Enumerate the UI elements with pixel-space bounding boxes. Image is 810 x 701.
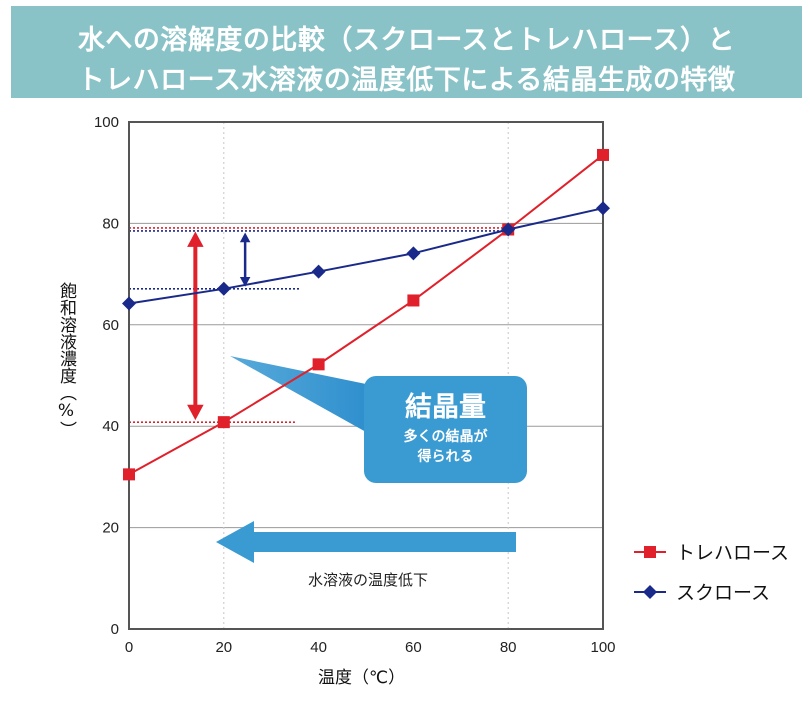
cooling-arrow-label: 水溶液の温度低下 xyxy=(308,571,428,589)
callout-box xyxy=(364,376,527,483)
series-layer xyxy=(122,148,610,481)
trehalose-point-60 xyxy=(407,294,420,307)
cooling-arrow-body xyxy=(252,532,516,552)
chart-title-line1: 水への溶解度の比較（スクロースとトレハロース）と xyxy=(77,25,736,56)
trehalose-point-40 xyxy=(312,358,325,371)
y-tick-label-20: 20 xyxy=(102,520,119,537)
x-tick-label-40: 40 xyxy=(310,639,327,656)
trehalose-crystal-arrow xyxy=(187,231,204,421)
sucrose-point-40 xyxy=(311,264,326,279)
trehalose-point-100 xyxy=(597,148,609,161)
sucrose-crystal-arrow-head-top xyxy=(239,232,251,243)
x-tick-label-80: 80 xyxy=(500,639,517,656)
y-tick-label-0: 0 xyxy=(111,621,119,638)
y-tick-label-80: 80 xyxy=(102,215,119,232)
trehalose-crystal-arrow-head-bottom xyxy=(187,404,204,421)
y-tick-label-60: 60 xyxy=(102,317,119,334)
x-tick-label-0: 0 xyxy=(125,639,133,656)
callout-sub-line2: 得られる xyxy=(417,448,474,465)
sucrose-point-0 xyxy=(122,296,136,311)
tick-labels: 0 20 40 60 80 100 0 20 40 60 80 100 xyxy=(94,114,616,656)
legend-item-sucrose: スクロース xyxy=(634,582,770,604)
trehalose-crystal-arrow-head-top xyxy=(187,231,204,247)
x-tick-label-100: 100 xyxy=(590,639,615,656)
x-tick-label-20: 20 xyxy=(215,639,232,656)
plot-frame xyxy=(128,121,604,630)
sucrose-point-100 xyxy=(596,201,610,216)
sucrose-crystal-arrow-head-bottom xyxy=(239,277,251,287)
y-tick-label-40: 40 xyxy=(102,418,119,435)
legend-sucrose-label: スクロース xyxy=(676,582,770,604)
cooling-arrow-head xyxy=(216,521,254,563)
sucrose-point-80 xyxy=(501,222,516,237)
x-axis-label: 温度（℃） xyxy=(318,668,406,688)
chart-title-line2: トレハロース水溶液の温度低下による結晶生成の特徴 xyxy=(77,65,736,96)
callout-pointer xyxy=(230,356,366,432)
legend-trehalose-marker xyxy=(644,546,656,558)
trehalose-point-0 xyxy=(123,468,135,481)
trehalose-line xyxy=(128,154,604,476)
legend-trehalose-label: トレハロース xyxy=(676,542,789,564)
callout-sub-line1: 多くの結晶が xyxy=(404,428,489,445)
axes xyxy=(128,121,604,630)
sucrose-crystal-arrow xyxy=(239,232,251,287)
sucrose-point-20 xyxy=(216,281,231,296)
x-tick-label-60: 60 xyxy=(405,639,422,656)
sucrose-point-60 xyxy=(406,246,421,261)
title-band: 水への溶解度の比較（スクロースとトレハロース）と トレハロース水溶液の温度低下に… xyxy=(11,6,802,98)
legend-sucrose-marker xyxy=(643,585,657,599)
y-axis-label: 飽和溶液濃度（%） xyxy=(56,282,76,438)
trehalose-point-20 xyxy=(217,416,230,429)
sucrose-line xyxy=(128,207,604,305)
y-tick-label-100: 100 xyxy=(94,114,119,131)
grid-lines xyxy=(129,122,603,629)
callout-title: 結晶量 xyxy=(405,391,486,423)
legend-item-trehalose: トレハロース xyxy=(634,542,789,564)
reference-lines xyxy=(129,227,509,423)
